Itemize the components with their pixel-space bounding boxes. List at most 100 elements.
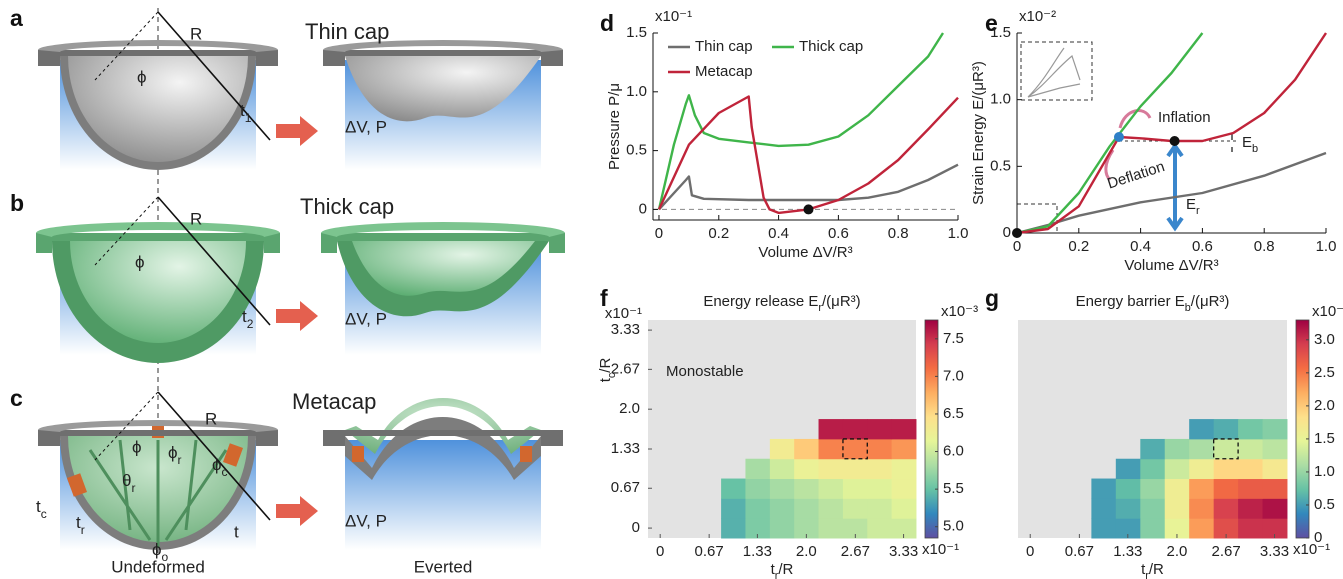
heat-cell	[842, 518, 868, 539]
heat-cell	[891, 419, 917, 440]
x-tick-label: 0.4	[768, 225, 789, 242]
heat-cell	[745, 498, 771, 519]
heat-cell	[867, 498, 893, 519]
colorbar-tick-label: 1.5	[1314, 430, 1335, 447]
heat-cell	[818, 458, 844, 480]
heat-cell	[794, 478, 820, 499]
marker	[803, 204, 814, 215]
heat-cell	[1213, 478, 1239, 499]
x-tick-label: 1.33	[743, 543, 772, 560]
heat-cell	[745, 458, 771, 480]
heat-cell	[1262, 438, 1288, 460]
heat-cell	[1262, 518, 1288, 539]
x-tick-label: 2.0	[796, 543, 817, 560]
legend-label: Metacap	[695, 63, 753, 80]
label-part: ϕ	[168, 443, 178, 462]
label-part: t	[242, 307, 247, 326]
chart-title: Energy barrier Eb/(μR³)	[1076, 293, 1230, 314]
heat-cell	[842, 438, 868, 460]
annotation: Inflation	[1158, 109, 1211, 126]
x-tick-label: 0.6	[828, 225, 849, 242]
heat-cell	[745, 518, 771, 539]
heat-cell	[1262, 458, 1288, 480]
heat-cell	[818, 478, 844, 499]
heat-cell	[769, 518, 795, 539]
heat-cell	[891, 458, 917, 480]
cap-undeformed	[38, 40, 278, 170]
heat-cell	[818, 438, 844, 460]
y-tick-label: 0	[1003, 224, 1011, 241]
legend-label: Thin cap	[695, 38, 753, 55]
x-axis-label: tr/R	[1141, 561, 1164, 579]
heat-cell	[1189, 498, 1215, 519]
text-part: t	[1141, 561, 1146, 578]
label: R	[190, 24, 202, 43]
heat-cell	[1164, 438, 1190, 460]
y-tick-label: 3.33	[611, 321, 640, 338]
heat-cell	[1238, 478, 1264, 499]
heat-cell	[769, 458, 795, 480]
heat-cell	[1164, 478, 1190, 499]
colorbar-tick-label: 6.0	[943, 443, 964, 460]
y-tick-label: 0	[639, 200, 647, 217]
heat-cell	[818, 518, 844, 539]
panel-letter: f	[600, 285, 608, 311]
heat-cell	[1140, 498, 1166, 519]
cap-undeformed	[38, 420, 278, 550]
heat-cell	[1115, 518, 1141, 539]
panel-letter: d	[600, 10, 614, 36]
heat-cell	[1238, 518, 1264, 539]
x-tick-label: 0.2	[708, 225, 729, 242]
axis-multiplier: x10⁻⁴	[1312, 303, 1343, 320]
annotation: Er	[1186, 196, 1200, 217]
x-tick-label: 0	[656, 543, 664, 560]
heat-cell	[1213, 419, 1239, 440]
x-tick-label: 1.0	[948, 225, 969, 242]
label-part: ϕ	[212, 455, 222, 474]
series-line	[657, 32, 945, 210]
heat-cell	[1238, 438, 1264, 460]
colorbar-tick-label: 3.0	[1314, 331, 1335, 348]
heat-cell	[867, 518, 893, 539]
heat-cell	[818, 498, 844, 519]
label-part: c	[41, 507, 47, 521]
heat-cell	[1140, 478, 1166, 499]
cap-everted	[323, 40, 563, 170]
text-part: Energy barrier E	[1076, 293, 1185, 310]
panel-letter: b	[10, 190, 24, 216]
text-part: t	[771, 561, 776, 578]
heat-cell	[794, 518, 820, 539]
label-part: t	[36, 497, 41, 516]
y-tick-label: 1.0	[990, 91, 1011, 108]
cap-everted	[321, 222, 565, 355]
label: ΔV, P	[345, 309, 387, 328]
text-part: /R	[597, 358, 614, 373]
label: ΔV, P	[345, 117, 387, 136]
axis-multiplier: x10⁻¹	[922, 541, 959, 558]
x-tick-label: 0.4	[1130, 238, 1151, 255]
x-tick-label: 0	[1026, 543, 1034, 560]
heat-cell	[1115, 458, 1141, 480]
colorbar-tick-label: 2.0	[1314, 397, 1335, 414]
heat-cell	[842, 419, 868, 440]
x-tick-label: 2.67	[1212, 543, 1241, 560]
x-tick-label: 3.33	[1260, 543, 1289, 560]
chart-title: Energy release Er/(μR³)	[703, 293, 860, 314]
label: ϕc	[212, 455, 228, 479]
label-part: θ	[122, 471, 131, 490]
x-tick-label: 3.33	[889, 543, 918, 560]
y-tick-label: 1.0	[626, 83, 647, 100]
label-part: r	[131, 481, 135, 495]
label-part: c	[222, 465, 228, 479]
label-part: 1	[245, 111, 252, 125]
radius-lines	[94, 11, 271, 521]
y-tick-label: 2.0	[619, 400, 640, 417]
x-axis-label: Volume ΔV/R³	[1124, 257, 1218, 274]
heat-cell	[1189, 478, 1215, 499]
highlight-box	[842, 438, 868, 460]
heat-cell	[1262, 478, 1288, 499]
heat-cell	[1091, 498, 1117, 519]
x-tick-label: 0.67	[1065, 543, 1094, 560]
label: ϕo	[152, 540, 169, 564]
